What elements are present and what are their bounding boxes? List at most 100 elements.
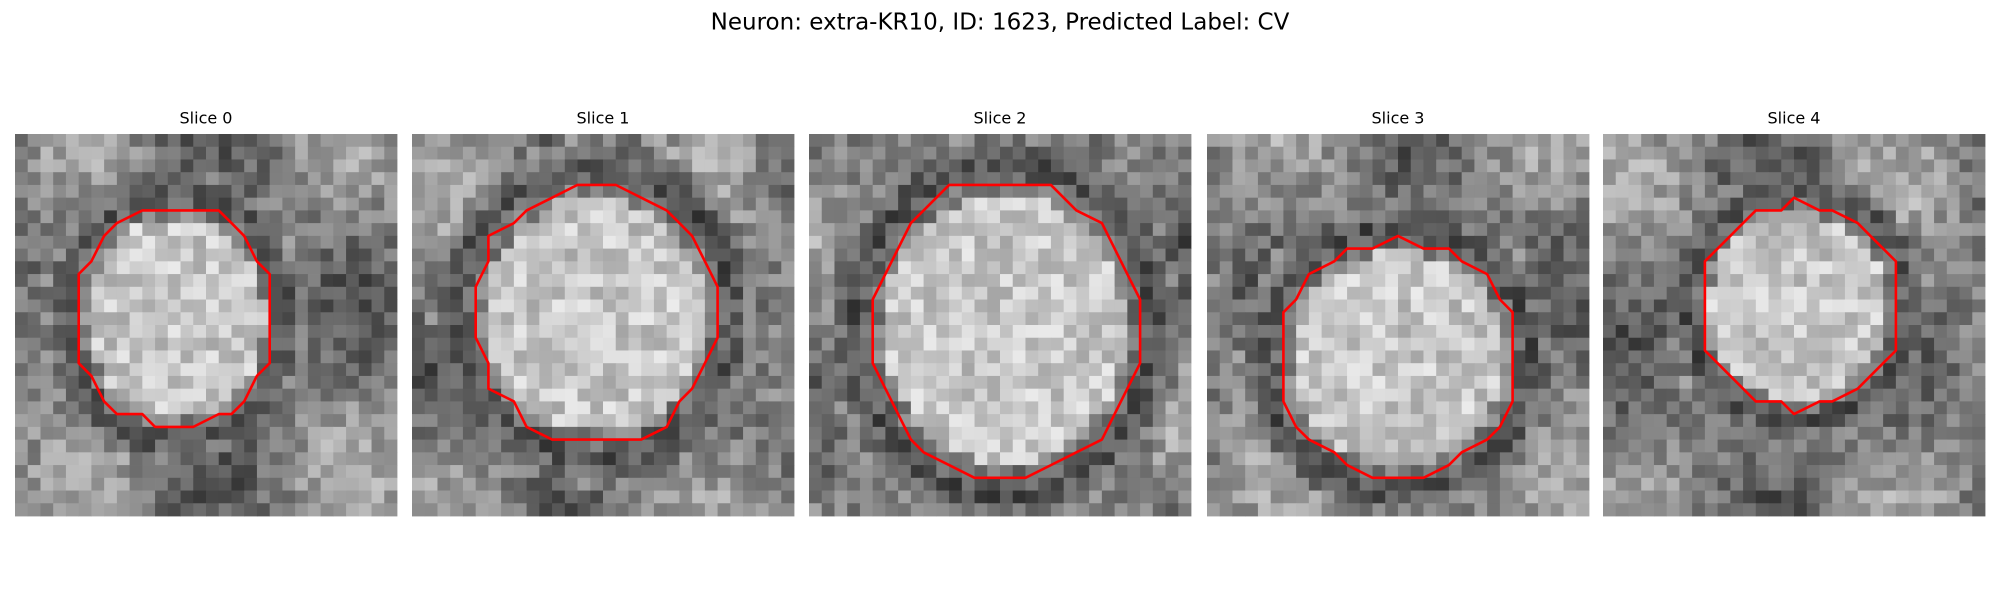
pixel — [949, 325, 963, 339]
pixel — [358, 159, 372, 173]
pixel — [885, 146, 899, 160]
pixel — [552, 465, 566, 479]
pixel — [346, 388, 360, 402]
pixel — [1050, 261, 1065, 275]
pixel — [129, 363, 143, 377]
pixel — [78, 325, 92, 339]
pixel — [1308, 401, 1322, 415]
pixel — [1165, 337, 1179, 351]
pixel — [1245, 223, 1259, 237]
pixel — [450, 490, 464, 504]
pixel — [1308, 363, 1322, 377]
pixel — [1972, 299, 1986, 313]
pixel — [231, 426, 245, 440]
pixel — [91, 426, 105, 440]
pixel — [358, 235, 372, 249]
pixel — [206, 325, 220, 339]
pixel — [15, 134, 29, 148]
pixel — [641, 490, 655, 504]
pixel — [641, 350, 655, 364]
pixel — [526, 439, 540, 453]
pixel — [1423, 261, 1437, 275]
pixel — [180, 274, 194, 288]
pixel — [412, 159, 426, 173]
pixel — [628, 184, 642, 199]
pixel — [1165, 465, 1179, 479]
pixel — [603, 312, 617, 326]
pixel — [526, 363, 540, 377]
pixel — [1653, 172, 1668, 186]
pixel — [206, 184, 220, 199]
pixel — [666, 134, 680, 148]
pixel — [974, 286, 988, 300]
pixel — [847, 134, 861, 148]
pixel — [488, 477, 502, 491]
pixel — [1245, 210, 1259, 224]
pixel — [872, 426, 886, 440]
pixel — [1819, 197, 1833, 211]
pixel — [1628, 134, 1642, 148]
pixel — [513, 503, 527, 517]
pixel — [193, 401, 207, 415]
pixel — [104, 439, 118, 453]
pixel — [15, 363, 29, 377]
pixel — [488, 312, 502, 326]
pixel — [91, 312, 105, 326]
pixel — [129, 388, 143, 402]
pixel — [1615, 388, 1629, 402]
pixel — [898, 299, 912, 313]
pixel — [936, 248, 950, 262]
pixel — [346, 299, 360, 313]
pixel — [781, 337, 795, 351]
pixel — [666, 477, 680, 491]
pixel — [1101, 452, 1115, 466]
pixel — [15, 312, 29, 326]
pixel — [1832, 337, 1846, 351]
pixel — [717, 210, 731, 224]
pixel — [1207, 261, 1221, 275]
pixel — [1972, 375, 1986, 390]
pixel — [333, 248, 347, 262]
pixel — [129, 337, 143, 351]
pixel — [180, 350, 194, 364]
pixel — [1178, 439, 1192, 453]
pixel — [1487, 146, 1501, 160]
pixel — [462, 197, 477, 211]
pixel — [501, 426, 515, 440]
pixel — [104, 248, 118, 262]
pixel — [1423, 235, 1437, 249]
pixel — [1844, 401, 1859, 415]
pixel — [590, 261, 604, 275]
pixel — [231, 414, 245, 428]
pixel — [1730, 477, 1744, 491]
pixel — [244, 439, 258, 453]
pixel — [1359, 210, 1373, 224]
pixel — [346, 477, 360, 491]
pixel — [437, 172, 451, 186]
pixel — [1474, 388, 1488, 402]
pixel — [859, 159, 874, 173]
pixel — [1140, 197, 1154, 211]
pixel — [129, 375, 143, 390]
pixel — [167, 146, 181, 160]
pixel — [1347, 490, 1361, 504]
pixel — [653, 363, 668, 377]
pixel — [1334, 401, 1348, 415]
pixel — [488, 388, 502, 402]
pixel — [1870, 312, 1884, 326]
pixel — [949, 465, 963, 479]
pixel — [307, 172, 321, 186]
pixel — [628, 261, 642, 275]
pixel — [1178, 375, 1192, 390]
pixel — [1908, 146, 1922, 160]
pixel — [1012, 248, 1026, 262]
pixel — [1461, 248, 1475, 262]
pixel — [488, 490, 502, 504]
pixel — [1563, 426, 1577, 440]
pixel — [1487, 439, 1501, 453]
pixel — [358, 452, 372, 466]
pixel — [1603, 172, 1617, 186]
pixel — [1296, 414, 1310, 428]
pixel — [974, 363, 988, 377]
pixel — [1499, 439, 1513, 453]
